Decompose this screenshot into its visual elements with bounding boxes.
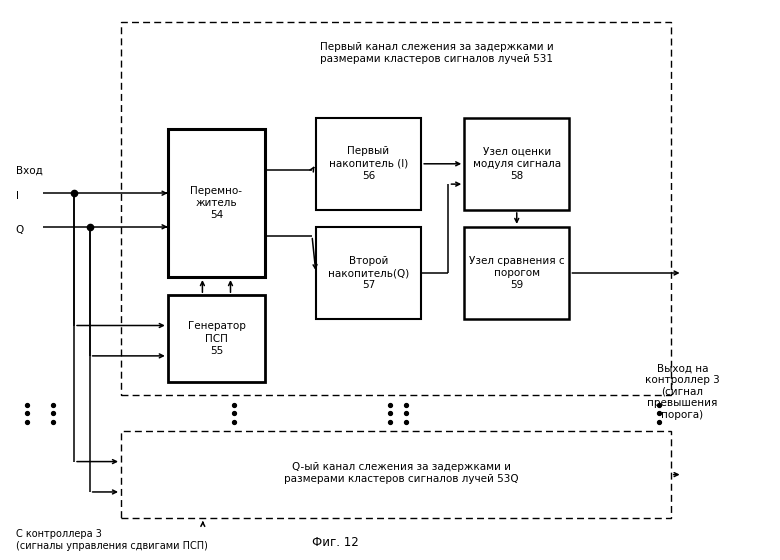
Text: Выход на
контроллер 3
(сигнал
превышения
порога): Выход на контроллер 3 (сигнал превышения…	[645, 363, 720, 420]
FancyBboxPatch shape	[464, 118, 569, 210]
Text: Перемно-
житель
54: Перемно- житель 54	[190, 185, 243, 221]
Text: Фиг. 12: Фиг. 12	[312, 536, 359, 549]
FancyBboxPatch shape	[316, 227, 421, 319]
Text: I: I	[16, 191, 19, 201]
FancyBboxPatch shape	[464, 227, 569, 319]
Text: Q-ый канал слежения за задержками и
размерами кластеров сигналов лучей 53Q: Q-ый канал слежения за задержками и разм…	[285, 463, 519, 484]
Text: Второй
накопитель(Q)
57: Второй накопитель(Q) 57	[328, 255, 410, 291]
FancyBboxPatch shape	[168, 295, 265, 382]
Text: С контроллера 3
(сигналы управления сдвигами ПСП): С контроллера 3 (сигналы управления сдви…	[16, 529, 207, 551]
FancyBboxPatch shape	[316, 118, 421, 210]
Text: Узел сравнения с
порогом
59: Узел сравнения с порогом 59	[469, 255, 565, 291]
Text: Q: Q	[16, 225, 24, 235]
Text: Вход: Вход	[16, 166, 42, 176]
Text: Первый
накопитель (I)
56: Первый накопитель (I) 56	[329, 146, 408, 181]
Text: Узел оценки
модуля сигнала
58: Узел оценки модуля сигнала 58	[473, 146, 561, 181]
FancyBboxPatch shape	[168, 129, 265, 277]
Text: Первый канал слежения за задержками и
размерами кластеров сигналов лучей 531: Первый канал слежения за задержками и ра…	[320, 42, 554, 64]
Text: Генератор
ПСП
55: Генератор ПСП 55	[187, 321, 246, 356]
